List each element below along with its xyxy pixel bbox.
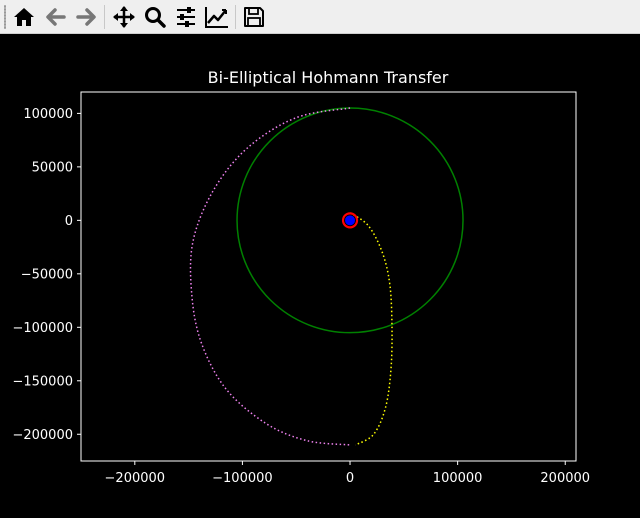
- plot-svg[interactable]: Bi-Elliptical Hohmann Transfer −200000 −1…: [0, 34, 640, 514]
- zoom-icon: [145, 7, 166, 28]
- x-axis: −200000 −100000 0 100000 200000: [105, 461, 590, 486]
- line-chart-icon: [205, 7, 228, 28]
- data-layer: [189, 107, 464, 446]
- toolbar-separator: [104, 5, 105, 29]
- figure-canvas[interactable]: Bi-Elliptical Hohmann Transfer −200000 −1…: [0, 34, 640, 514]
- y-tick-label: 0: [65, 214, 73, 229]
- y-tick-label: −50000: [21, 267, 73, 282]
- x-tick-label: 200000: [540, 471, 590, 486]
- y-tick-label: −200000: [12, 428, 73, 443]
- navigation-toolbar: [0, 0, 640, 34]
- y-tick-label: 50000: [32, 160, 73, 175]
- x-tick-label: 100000: [433, 471, 483, 486]
- toolbar-grip: [4, 5, 6, 29]
- y-tick-label: 100000: [23, 107, 73, 122]
- zoom-button[interactable]: [141, 3, 169, 31]
- forward-button[interactable]: [72, 3, 100, 31]
- save-button[interactable]: [240, 3, 268, 31]
- x-tick-label: −200000: [105, 471, 166, 486]
- x-tick-label: −100000: [212, 471, 273, 486]
- planet-dot-marker: [345, 215, 356, 226]
- pan-button[interactable]: [110, 3, 138, 31]
- axes-frame: [80, 91, 577, 462]
- arrow-right-icon: [76, 8, 96, 26]
- y-tick-label: −150000: [12, 374, 73, 389]
- home-button[interactable]: [10, 3, 38, 31]
- planet-ring-marker: [341, 212, 359, 229]
- sliders-icon: [177, 7, 195, 27]
- chart-title: Bi-Elliptical Hohmann Transfer: [208, 68, 449, 87]
- transfer-arc-series-1: [349, 212, 393, 446]
- edit-axis-button[interactable]: [203, 3, 231, 31]
- move-icon: [113, 6, 135, 28]
- toolbar-separator: [235, 5, 236, 29]
- x-tick-label: 0: [346, 471, 354, 486]
- arrow-left-icon: [46, 8, 66, 26]
- y-axis: −200000 −150000 −100000 −50000 0 50000 100000: [12, 107, 81, 443]
- transfer-arc-series-2: [189, 107, 351, 446]
- y-tick-label: −100000: [12, 321, 73, 336]
- back-button[interactable]: [42, 3, 70, 31]
- configure-subplots-button[interactable]: [172, 3, 200, 31]
- home-icon: [14, 8, 34, 26]
- floppy-disk-icon: [244, 7, 264, 27]
